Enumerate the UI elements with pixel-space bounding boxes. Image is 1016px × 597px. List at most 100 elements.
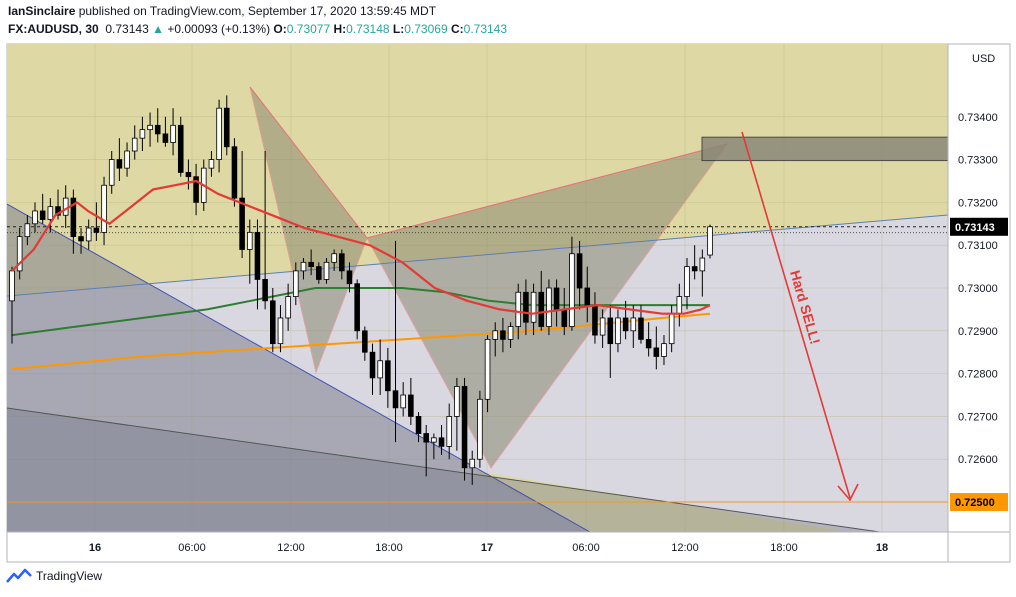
candle [216,99,222,173]
candle [147,112,153,147]
y-tick-label: 0.72600 [958,454,998,466]
candle [653,326,660,370]
candle [538,270,545,331]
y-tick-label: 0.72900 [958,326,998,338]
candle [500,317,506,353]
candle-body [446,416,452,447]
candle [323,258,330,284]
y-tick-label: 0.73400 [958,112,998,124]
resistance-zone [701,136,948,162]
candle-body [469,458,475,469]
trendline-bottom [7,407,881,532]
y-tick-label: 0.73200 [958,197,998,209]
candle-body [377,360,383,379]
candle-body [116,159,123,169]
symbol-label: FX:AUDUSD, 30 [8,22,99,36]
candle-body [185,172,192,178]
candle [454,377,460,451]
candle-body [492,330,499,340]
candle [331,249,337,271]
pattern-line-bd [366,143,728,239]
candle-body [362,330,368,353]
candle [185,159,192,190]
candle-body [354,283,360,332]
candle [615,309,621,353]
candle [377,339,383,396]
candle [661,335,667,366]
candle-body [638,317,644,340]
candle-body [177,124,184,173]
candle-body [223,107,230,148]
candle-body [147,124,153,131]
candle [423,424,429,477]
price-tag-current [950,217,1008,236]
candle-body [569,253,575,327]
tradingview-logo-icon [6,568,32,583]
high-label: H: [333,22,347,36]
candle-body [523,291,529,323]
candle-body [645,338,652,349]
candle-body [576,253,583,289]
candle [400,382,406,417]
candle-body [530,291,537,323]
candle-body [32,210,38,225]
candle-body [699,257,706,272]
candle [47,198,54,233]
candle [39,193,46,224]
candle [339,249,345,280]
candle [630,305,637,348]
candle [369,343,376,396]
candle [691,245,698,280]
candle-body [684,266,690,297]
candle-body [622,317,629,332]
candle-body [154,124,161,135]
candle [131,125,138,160]
candle [523,279,529,336]
candle [32,202,38,233]
candle [607,305,614,378]
candle-body [477,398,483,460]
candle-body [316,266,322,280]
candle [247,219,253,284]
author-name[interactable]: IanSinclaire [8,4,76,18]
candle [507,322,514,348]
candle [177,116,184,177]
candle-body [239,197,245,250]
candle [154,108,161,143]
candle-body [392,390,399,409]
candle [285,283,291,331]
x-tick-label: 06:00 [178,542,206,554]
price-tag-target-text: 0.72500 [955,497,995,509]
candle [223,95,230,156]
candle-body [300,261,307,272]
candle [300,258,307,280]
candle [461,377,468,481]
candle [484,335,491,413]
candle-body [285,296,291,319]
candle-body [369,351,376,379]
candle [293,262,299,306]
candle [599,309,606,348]
candle [231,138,238,207]
candle [70,189,77,254]
candle [707,224,713,259]
candle [392,240,399,443]
candle [270,288,276,353]
candle [116,138,123,181]
footer-brand: TradingView [6,568,102,584]
candle-body [408,394,414,417]
price-tag-target [950,493,1008,512]
candle [254,219,261,310]
tan-zone-lower [470,470,948,532]
candle [124,142,130,177]
candle [262,151,268,310]
x-tick-label: 18 [876,542,888,554]
sell-arrow-line [741,131,851,499]
candle [316,262,322,284]
candle-body [124,150,130,169]
footer-brand-text[interactable]: TradingView [36,569,103,583]
candle-body [139,129,146,139]
candle [684,258,690,310]
sell-arrow-head [837,483,859,502]
